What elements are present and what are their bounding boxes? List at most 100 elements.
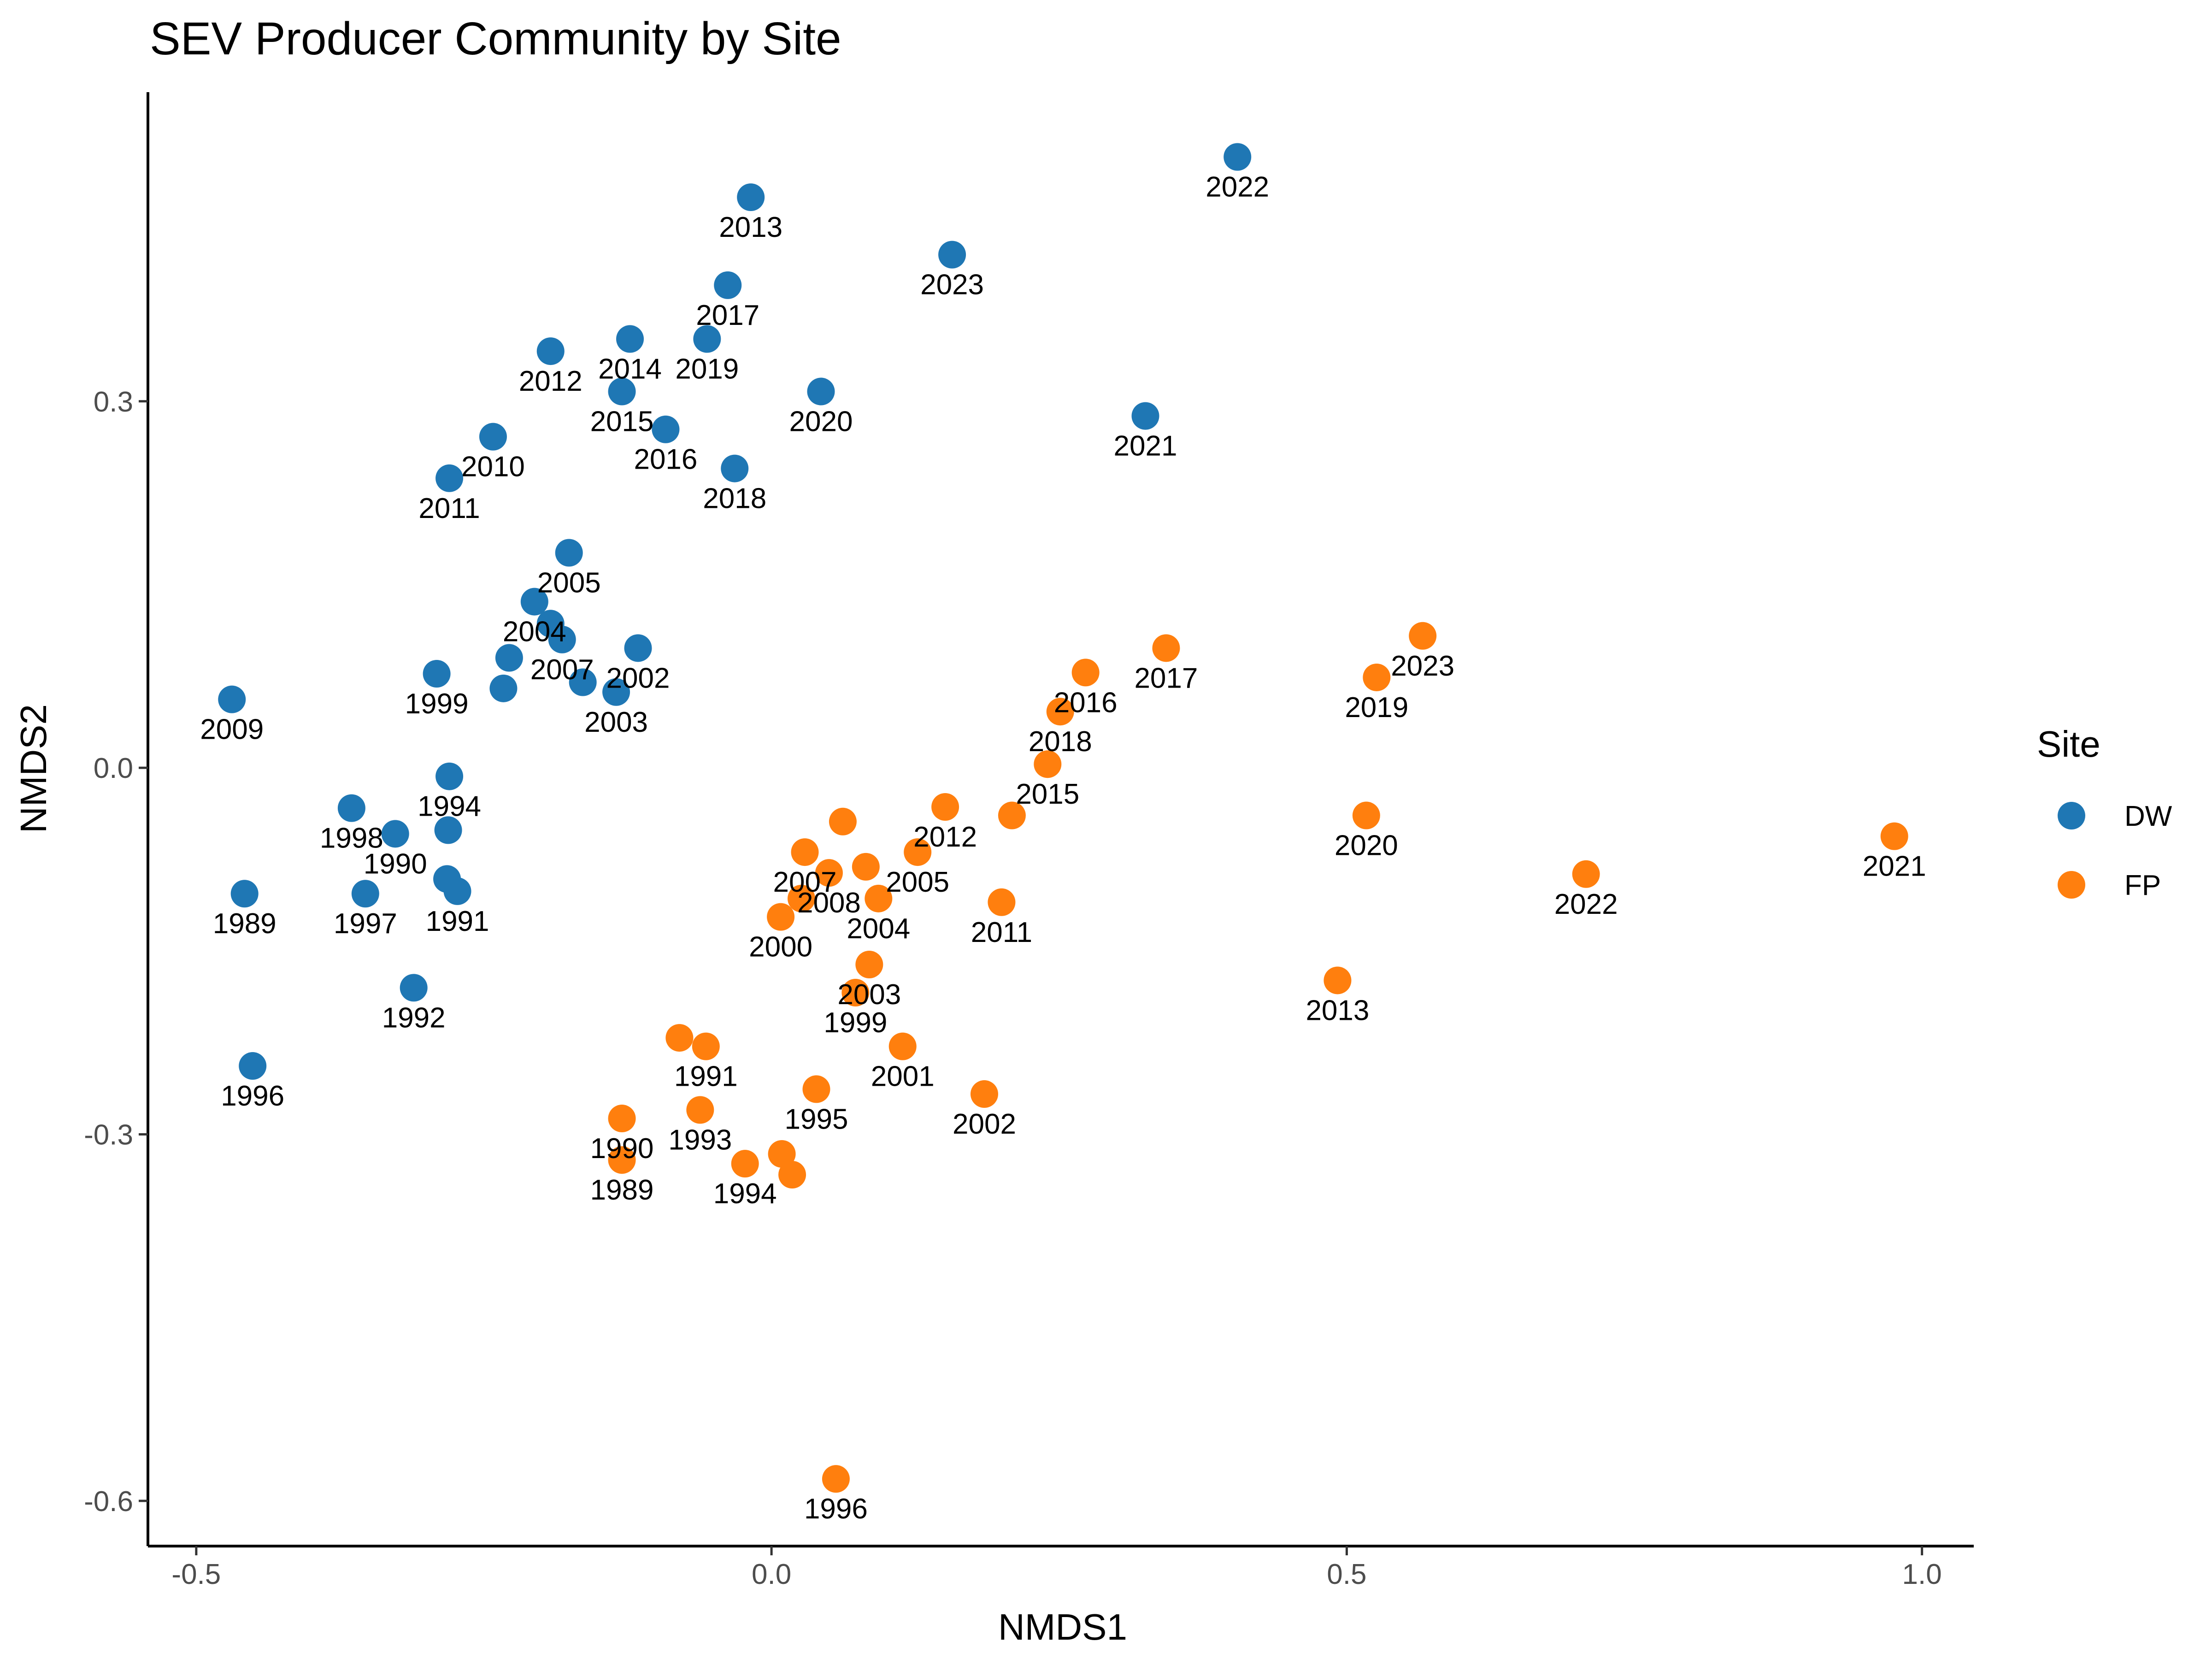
point-label-dw: 2007 [530,654,594,686]
point-label-dw: 2022 [1206,171,1269,203]
point-fp [988,888,1016,916]
point-label-dw: 1998 [320,823,383,854]
point-label-fp: 1999 [824,1007,887,1039]
point-label-dw: 1991 [426,906,489,937]
point-dw [435,762,464,790]
point-label-dw: 1994 [418,791,481,823]
point-label-dw: 1997 [334,908,397,940]
chart-title: SEV Producer Community by Site [150,13,841,65]
point-dw [443,877,471,905]
point-label-fp: 2017 [1134,662,1198,694]
point-fp [802,1075,830,1103]
x-axis-title: NMDS1 [998,1606,1127,1647]
point-label-fp: 2001 [871,1061,935,1093]
point-label-fp: 2008 [797,887,861,919]
point-label-fp: 1994 [713,1178,777,1210]
point-label-dw: 2016 [634,444,697,476]
point-dw [714,271,742,299]
point-label-fp: 2018 [1029,726,1092,758]
y-tick-label: -0.3 [84,1119,133,1151]
x-tick-label: 0.0 [752,1559,791,1590]
data-points [218,143,1908,1493]
point-dw [569,668,597,696]
point-label-fp: 2012 [913,821,977,853]
point-label-fp: 2019 [1345,692,1408,724]
point-label-fp: 2007 [773,866,837,898]
point-fp [1880,822,1908,850]
point-label-dw: 2023 [920,269,984,301]
y-tick-label: -0.6 [84,1486,133,1518]
point-label-dw: 2010 [461,451,525,483]
point-label-dw: 2018 [703,483,766,515]
point-dw [624,634,652,662]
point-fp [822,1465,850,1493]
point-label-dw: 2020 [789,406,853,438]
point-label-fp: 1990 [590,1133,654,1165]
point-fp [608,1146,636,1174]
point-label-fp: 2021 [1863,851,1926,882]
point-fp [1363,663,1391,691]
point-fp [692,1032,720,1060]
point-label-fp: 1996 [804,1493,868,1525]
point-dw [616,325,644,353]
point-label-fp: 2004 [847,913,910,945]
point-dw [1224,143,1252,171]
point-label-fp: 2005 [886,866,949,898]
point-dw [602,678,630,706]
point-dw [555,539,583,567]
point-label-fp: 2015 [1016,778,1079,810]
point-dw [807,377,835,406]
point-dw [435,464,464,492]
point-label-dw: 2013 [719,212,782,243]
point-dw [400,974,428,1002]
point-label-fp: 2003 [837,979,901,1011]
point-dw [721,454,749,482]
y-tick-label: 0.0 [94,753,133,784]
point-fp [815,859,843,887]
point-dw [423,660,451,688]
point-dw [337,794,365,822]
point-label-dw: 2021 [1114,430,1177,462]
point-fp [1409,622,1437,650]
point-fp [665,1024,694,1052]
point-dw [1131,402,1159,430]
point-label-dw: 2015 [590,406,654,438]
point-fp [768,1140,796,1168]
point-fp [1152,634,1180,662]
point-label-fp: 2022 [1554,888,1618,920]
point-label-dw: 2019 [675,353,739,385]
x-tick-label: -0.5 [171,1559,221,1590]
point-fp [1034,750,1062,778]
legend-title: Site [2037,724,2100,765]
legend-label-fp: FP [2124,870,2161,901]
point-fp [731,1150,759,1178]
point-dw [381,820,409,848]
point-label-fp: 2020 [1335,830,1398,862]
point-fp [931,793,959,821]
point-dw [608,377,636,406]
point-dw [520,588,548,616]
legend-label-dw: DW [2124,800,2172,832]
point-fp [1572,860,1600,888]
point-dw [693,325,721,353]
point-label-dw: 1990 [364,848,427,880]
point-fp [1324,966,1352,994]
point-dw [230,880,259,908]
point-dw [489,674,518,702]
point-fp [829,807,857,835]
point-fp [686,1096,714,1124]
legend-key-dw [2058,802,2085,830]
point-label-dw: 2009 [200,714,264,746]
point-label-dw: 2002 [606,662,670,694]
point-dw [495,644,523,672]
point-label-dw: 1992 [382,1002,446,1034]
point-label-fp: 2016 [1054,687,1118,718]
point-fp [998,801,1026,830]
legend-key-fp [2058,871,2085,899]
point-label-fp: 2002 [953,1108,1016,1140]
legend: Site DW FP [2037,724,2172,901]
point-fp [852,853,880,881]
point-fp [865,884,893,912]
y-axis-title: NMDS2 [13,704,54,833]
